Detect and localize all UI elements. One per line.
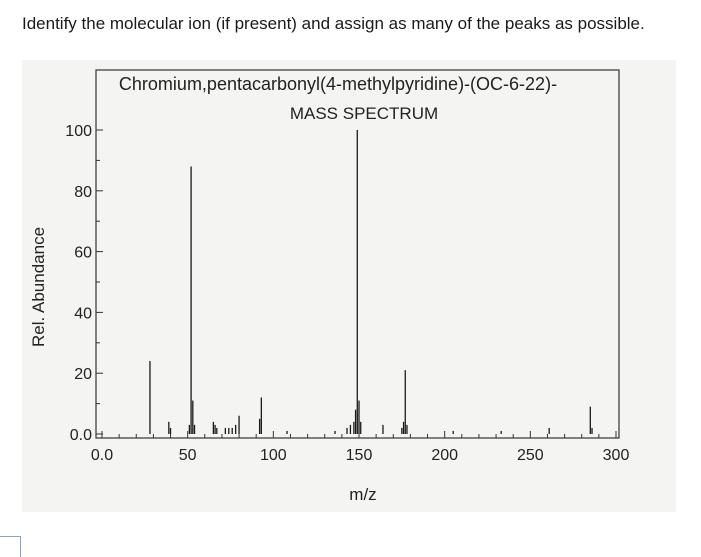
x-tick-label: 200 [431,447,458,464]
chart-title: Chromium,pentacarbonyl(4-methylpyridine)… [119,74,557,94]
y-tick-label: 20 [74,366,92,383]
corner-frame [0,536,21,557]
x-axis-label: m/z [349,485,376,504]
y-axis-label: Rel. Abundance [29,227,48,347]
y-tick-label: 40 [74,305,92,322]
y-tick-label: 60 [74,245,92,262]
chart-subtitle: MASS SPECTRUM [290,104,438,123]
x-tick-label: 0.0 [91,447,113,464]
y-tick-label: 100 [65,123,92,140]
x-tick-label: 300 [603,447,630,464]
y-tick-label: 0.0 [70,427,92,444]
plot-frame [95,69,620,439]
spectrum-figure: Chromium,pentacarbonyl(4-methylpyridine)… [22,60,676,512]
y-tick-label: 80 [74,184,92,201]
question-text: Identify the molecular ion (if present) … [22,14,645,33]
y-axis: 0.0 20 40 60 80 100 [65,123,103,444]
x-tick-label: 150 [346,447,373,464]
x-tick-label: 100 [260,447,287,464]
x-axis: 0.0 50 100 150 200 250 300 [91,431,630,464]
peaks-group [149,130,593,434]
x-tick-label: 250 [517,447,544,464]
mass-spectrum-chart: Chromium,pentacarbonyl(4-methylpyridine)… [29,69,630,504]
x-tick-label: 50 [179,447,197,464]
